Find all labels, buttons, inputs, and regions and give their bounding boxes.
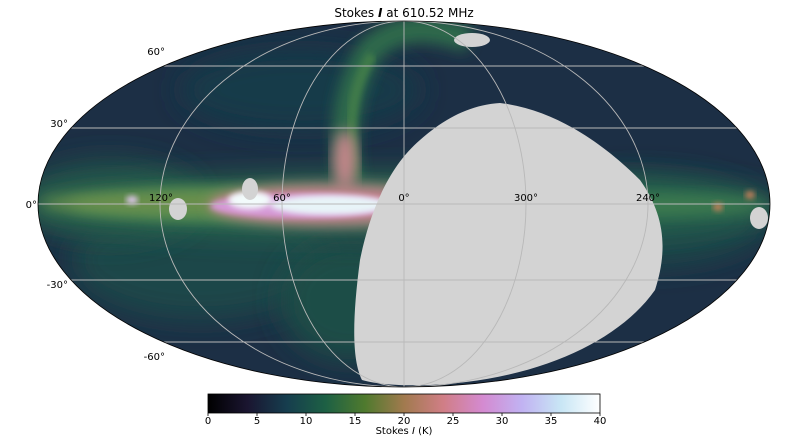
colorbar-gradient [207,393,601,414]
colorbar-tick-label: 20 [398,416,411,427]
lon-label: 300° [514,193,538,204]
map-title: Stokes I at 610.52 MHz [334,6,473,20]
colorbar: 0 5 10 15 20 25 30 35 40 Stokes I (K) [205,393,607,436]
lon-label: 120° [149,193,173,204]
masked-spot-1 [242,178,258,200]
lat-label: -30° [47,280,68,291]
colorbar-tick-label: 0 [205,416,211,427]
colorbar-tick-label: 25 [447,416,460,427]
lat-label: 30° [50,119,68,130]
masked-region-south [354,103,663,386]
lon-label: 0° [398,193,409,204]
lon-label: 240° [636,193,660,204]
masked-spot-3 [750,207,768,229]
colorbar-tick-label: 15 [349,416,362,427]
masked-spot-2 [169,198,187,220]
lat-label: -60° [144,352,165,363]
longitude-labels: 120° 60° 0° 300° 240° [149,193,660,204]
colorbar-tick-label: 5 [254,416,260,427]
masked-spot-north [454,33,490,47]
lat-label: 0° [26,200,37,211]
colorbar-label: Stokes I (K) [376,426,433,436]
colorbar-tick-label: 40 [594,416,607,427]
lon-label: 60° [273,193,291,204]
colorbar-tick-label: 10 [300,416,313,427]
colorbar-tick-label: 35 [545,416,558,427]
map-outline [37,20,771,388]
latitude-labels: 60° 30° 0° -30° -60° [26,47,165,363]
lat-label: 60° [147,47,165,58]
colorbar-tick-labels: 0 5 10 15 20 25 30 35 40 [205,416,607,427]
masked-regions [169,33,768,386]
colorbar-tick-label: 30 [496,416,509,427]
